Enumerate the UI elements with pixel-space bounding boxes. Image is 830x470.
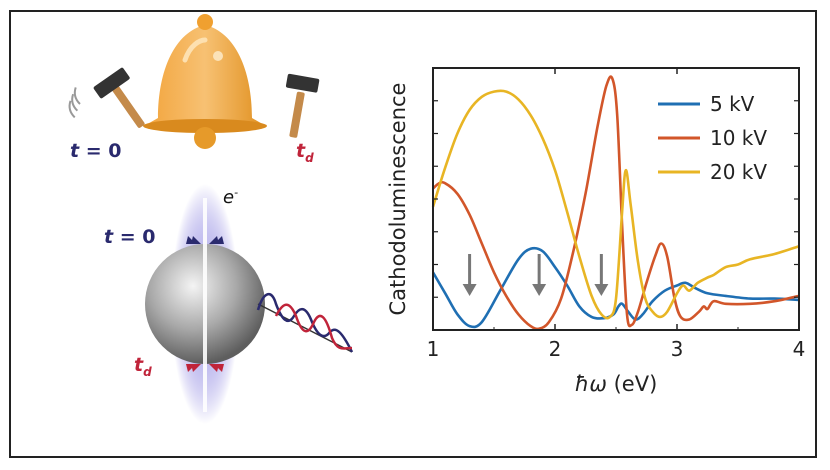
hammer-right-icon — [285, 73, 320, 138]
hammer-left-icon — [68, 67, 145, 128]
bell-icon — [143, 14, 267, 149]
field-arrows-top — [186, 236, 224, 244]
wave-navy — [256, 293, 354, 353]
chart-ylabel: Cathodoluminescence — [386, 82, 410, 316]
label-td-top: td — [296, 140, 314, 165]
x-tick-label: 1 — [427, 337, 440, 361]
legend-label: 20 kV — [710, 160, 767, 184]
label-t0-top: t = 0 — [70, 140, 122, 162]
x-tick-label: 2 — [549, 337, 562, 361]
label-electron: e- — [223, 186, 239, 208]
series-line-3 — [431, 89, 800, 320]
minimum-arrow-icon — [462, 254, 477, 296]
minimum-arrow-icon — [532, 254, 547, 296]
series-line-2 — [432, 75, 800, 331]
figure-frame — [9, 10, 817, 458]
field-arrows-bottom — [186, 364, 224, 372]
wave-crimson — [274, 303, 353, 350]
legend-label: 5 kV — [710, 92, 755, 116]
label-t0-sphere: t = 0 — [104, 226, 156, 248]
x-tick-label: 3 — [671, 337, 684, 361]
legend-label: 10 kV — [710, 126, 767, 150]
series-line-1 — [431, 246, 800, 329]
x-tick-label: 4 — [793, 337, 806, 361]
label-td-sphere: td — [134, 354, 152, 379]
chart-xlabel: ħω (eV) — [574, 372, 658, 396]
minimum-arrow-icon — [594, 254, 609, 296]
